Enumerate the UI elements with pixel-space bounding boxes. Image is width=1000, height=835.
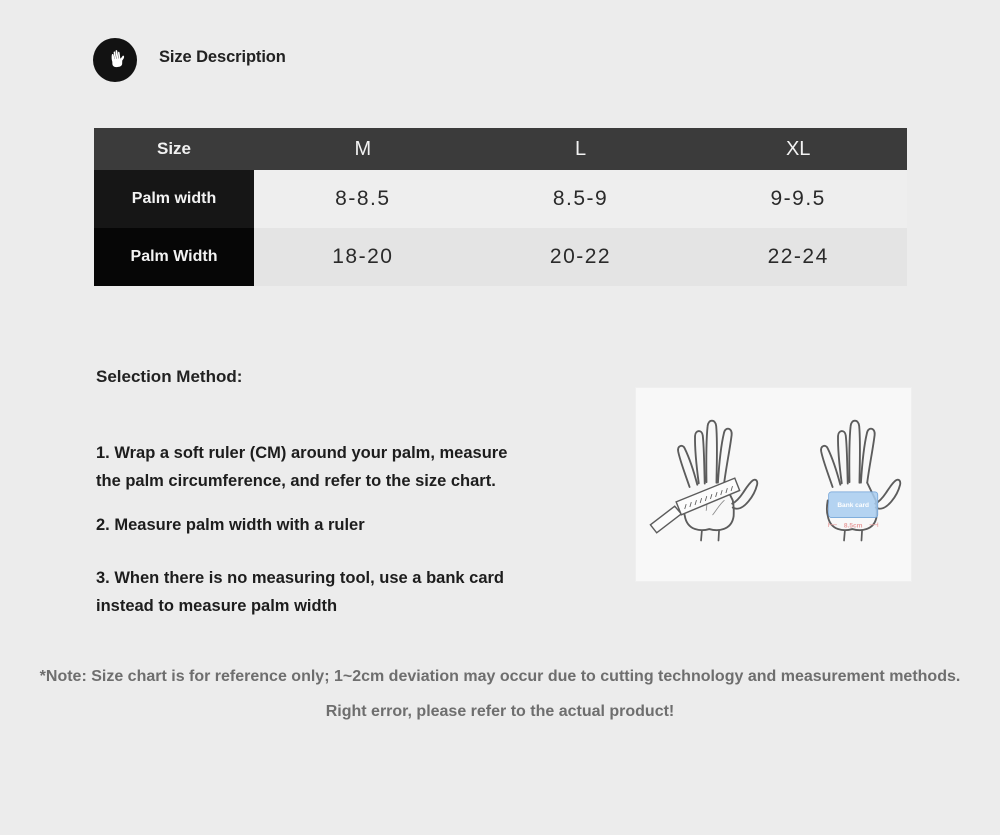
svg-text:Bank card: Bank card <box>837 502 869 509</box>
svg-text:8.5cm: 8.5cm <box>844 522 863 529</box>
